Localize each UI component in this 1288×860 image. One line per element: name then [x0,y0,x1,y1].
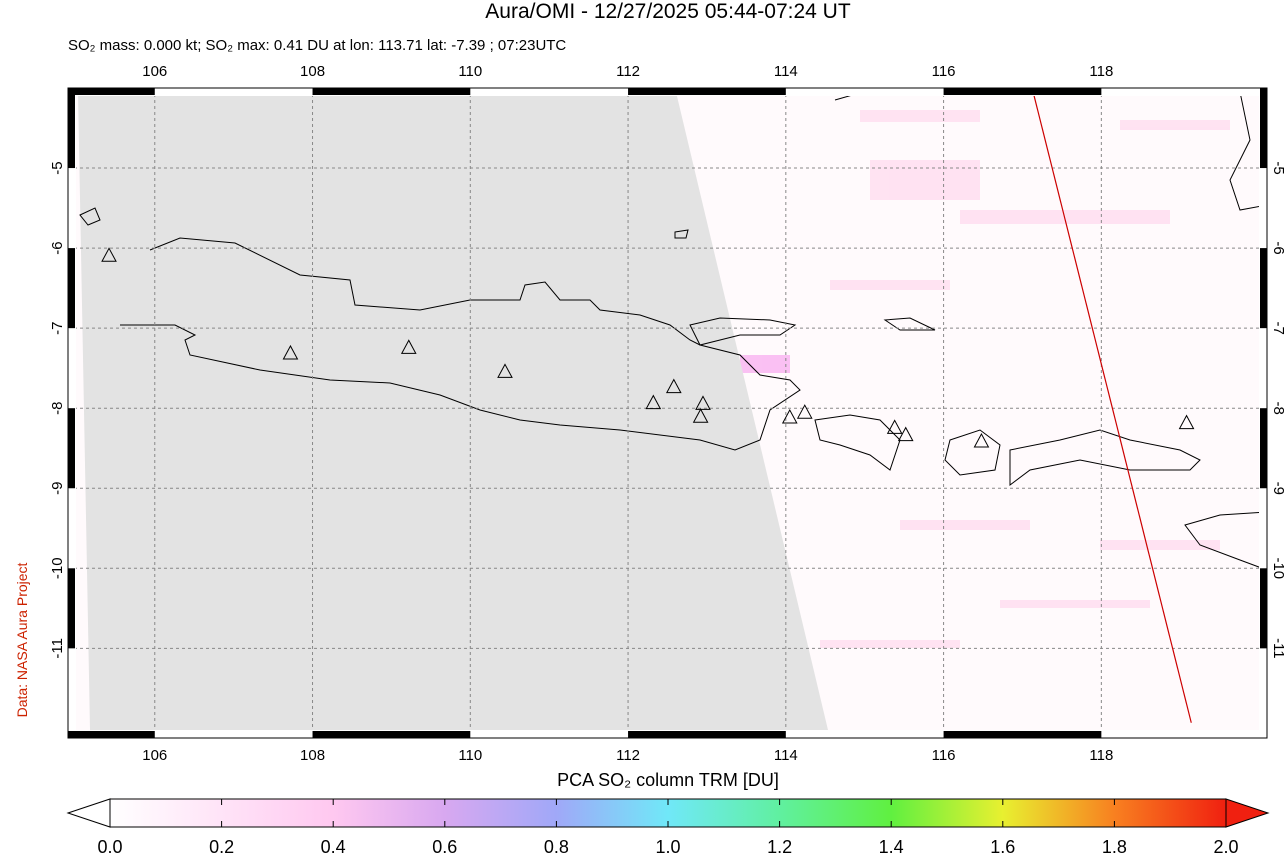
volcano [692,408,709,423]
frame-band [68,408,75,489]
volcano [400,339,417,354]
title: Aura/OMI - 12/27/2025 05:44-07:24 UT [485,0,851,23]
x-tick-label: 112 [616,63,640,80]
no-data-region [78,96,828,730]
colorbar-tick-label: 1.6 [990,837,1015,855]
x-tick-label: 114 [774,747,798,764]
volcano [282,344,299,360]
frame-band [943,731,1102,738]
volcano [897,426,914,442]
colorbar-tick-label: 0.0 [97,837,122,855]
x-tick-label: 108 [300,63,325,80]
volcano [886,419,903,434]
frame-band [1260,568,1267,649]
y-tick-label: -11 [49,638,66,659]
frame-band [1260,408,1267,489]
y-tick-label: -11 [1270,638,1287,659]
colorbar-label: PCA SO₂ column TRM [DU] [557,770,779,790]
orbit-track [1033,96,1192,723]
volcano [101,247,117,262]
frame-band [943,88,1102,95]
x-tick-label: 116 [932,747,956,764]
x-tick-label: 112 [616,747,640,764]
frame-band [628,731,786,738]
colorbar-tick-label: 0.8 [544,837,569,855]
frame-band [1260,248,1267,329]
colorbar-low-arrow [66,798,111,828]
x-tick-label: 118 [1089,63,1113,80]
colorbar-tick-label: 2.0 [1213,837,1238,855]
volcano [973,432,990,448]
colorbar-tick-label: 1.4 [879,837,904,855]
x-tick-label: 108 [300,747,325,764]
y-tick-label: -9 [1270,482,1287,495]
x-tick-label: 106 [142,63,167,80]
volcano [695,395,711,410]
colorbar-tick-label: 0.4 [321,837,346,855]
frame-band [68,568,75,649]
colorbar-high-arrow [1225,798,1270,828]
y-tick-label: -8 [49,402,66,415]
frame-band [68,88,155,95]
x-tick-label: 118 [1089,747,1113,764]
frame-band [68,731,155,738]
volcano [497,363,513,378]
volcano [1178,414,1195,430]
volcano [796,404,813,419]
y-tick-label: -5 [1270,161,1287,174]
x-tick-label: 110 [458,63,482,80]
y-tick-label: -6 [49,241,66,254]
volcano [665,378,682,394]
x-tick-label: 116 [932,63,956,80]
y-tick-label: -10 [49,557,66,579]
colorbar-tick-label: 1.8 [1102,837,1127,855]
y-tick-label: -9 [49,482,66,495]
x-tick-label: 110 [458,747,482,764]
frame-band [1260,88,1267,169]
x-tick-label: 114 [774,63,798,80]
frame-band [628,88,786,95]
colorbar-tick-label: 1.0 [655,837,680,855]
y-tick-label: -7 [1270,321,1287,334]
colorbar-tick-label: 1.2 [767,837,792,855]
frame-band [68,88,75,169]
coastlines [79,96,1259,568]
y-tick-label: -8 [1270,402,1287,415]
source: Data: NASA Aura Project [14,562,30,717]
volcano [645,394,662,410]
frame-band [312,731,471,738]
map-area [76,96,1259,730]
y-tick-label: -5 [49,161,66,174]
y-tick-label: -6 [1270,241,1287,254]
frame-band [68,248,75,329]
frame-band [312,88,471,95]
colorbar-tick-label: 0.6 [432,837,457,855]
y-tick-label: -10 [1270,557,1287,579]
subtitle: SO₂ mass: 0.000 kt; SO₂ max: 0.41 DU at … [68,37,566,54]
y-tick-label: -7 [49,321,66,334]
x-tick-label: 106 [142,747,167,764]
volcano [781,408,798,424]
colorbar-tick-label: 0.2 [209,837,234,855]
